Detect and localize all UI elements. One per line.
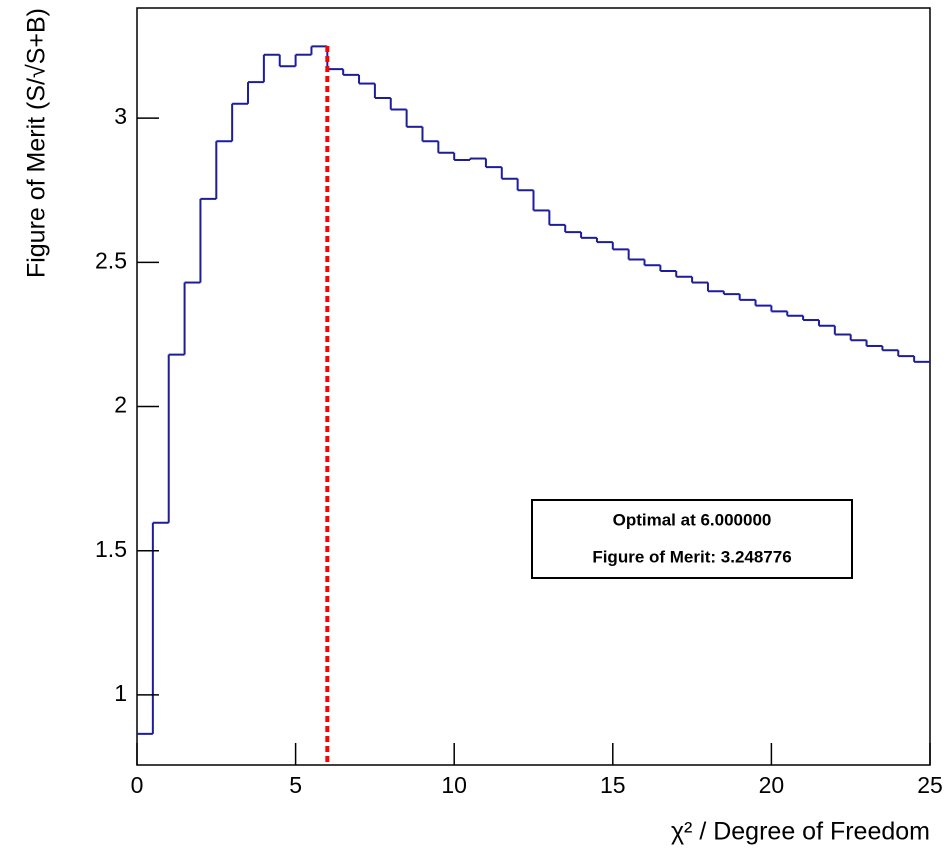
annotation: Figure of Merit: 3.248776	[592, 547, 791, 566]
y-tick-label: 2	[114, 392, 127, 418]
x-tick-label: 25	[917, 772, 943, 798]
x-tick-label: 10	[441, 772, 467, 798]
annotation: Optimal at 6.000000	[613, 510, 772, 529]
x-axis-title: χ² / Degree of Freedom	[671, 818, 930, 846]
y-tick-label: 3	[114, 103, 127, 129]
x-tick-label: 20	[759, 772, 785, 798]
annotation-box	[531, 499, 853, 579]
y-axis-title: Figure of Merit (S/√S+B)	[23, 8, 51, 278]
x-tick-label: 5	[289, 772, 302, 798]
x-tick-label: 0	[131, 772, 144, 798]
y-tick-label: 2.5	[95, 247, 127, 273]
y-tick-label: 1.5	[95, 536, 127, 562]
plot-frame	[136, 7, 931, 766]
x-tick-label: 15	[600, 772, 626, 798]
y-tick-label: 1	[114, 680, 127, 706]
